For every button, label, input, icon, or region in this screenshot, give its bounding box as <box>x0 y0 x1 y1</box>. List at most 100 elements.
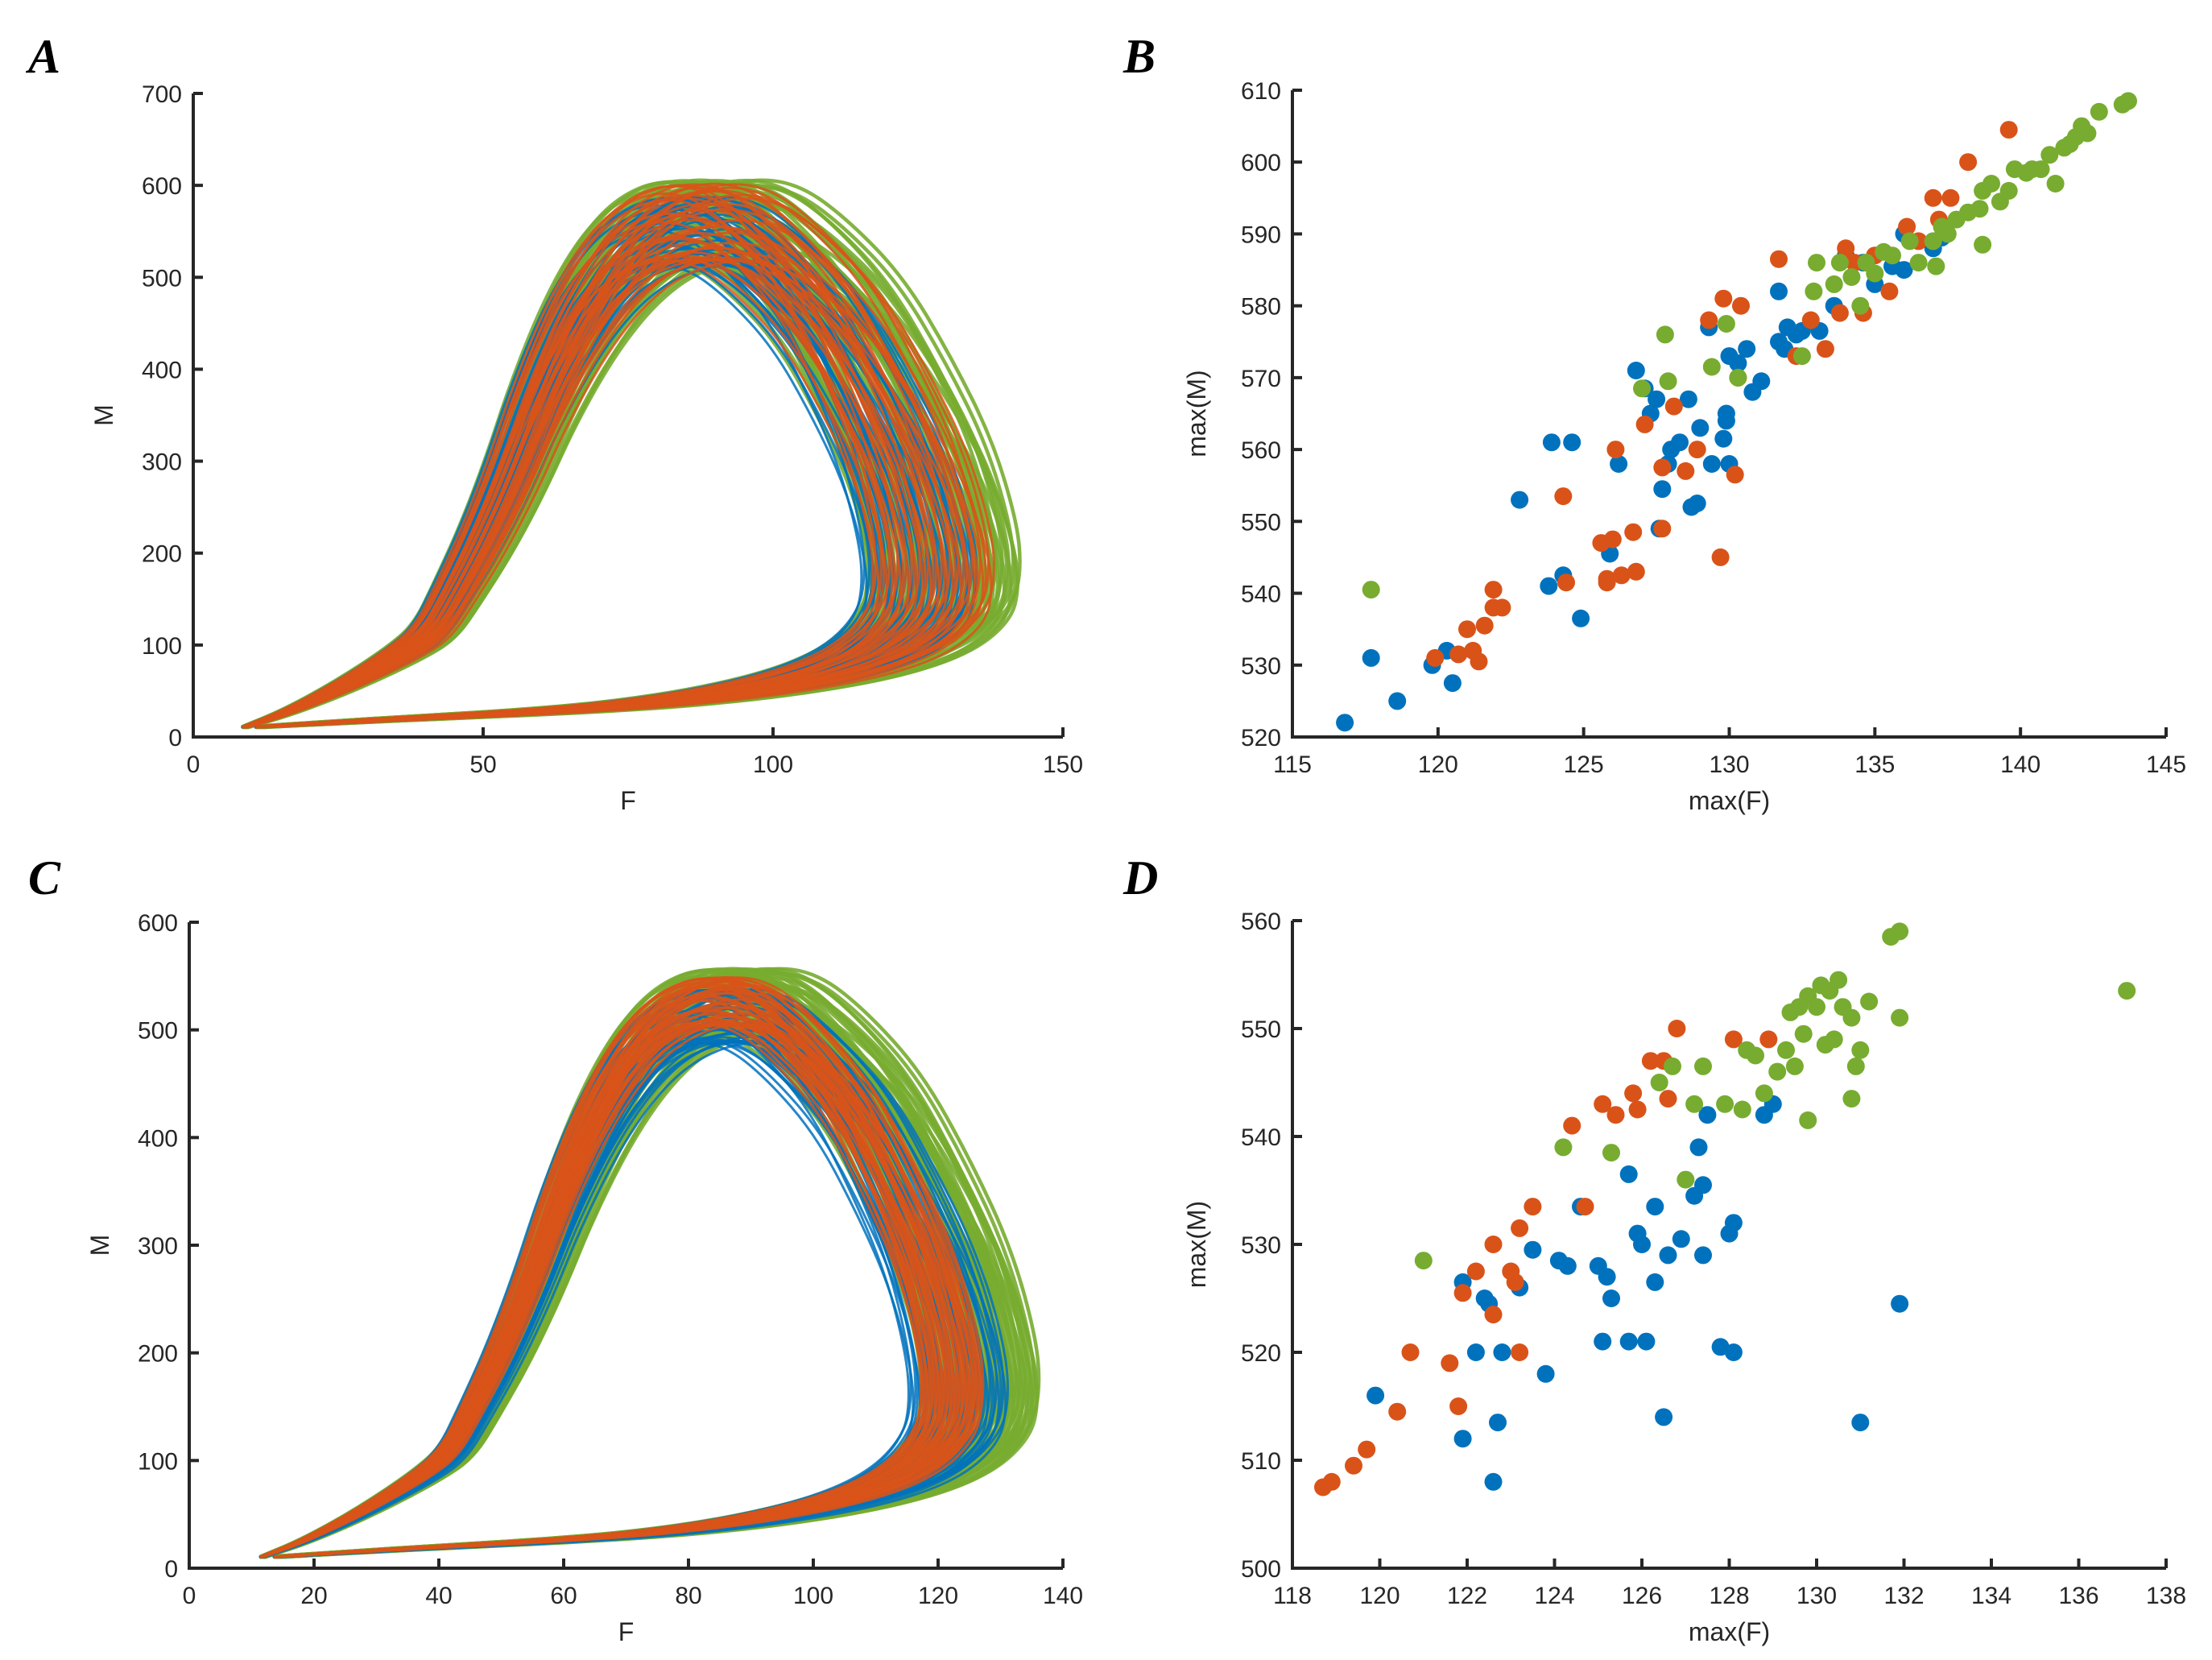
x-tick-label: 132 <box>1883 1583 1924 1609</box>
x-tick-label: 138 <box>2146 1583 2186 1609</box>
x-tick-label: 60 <box>550 1583 577 1609</box>
x-tick-label: 120 <box>1418 751 1458 778</box>
panel-letter-d: D <box>1123 851 1158 905</box>
panel-d-scatter-plot: 118 120 122 124 126 128 130 132 134 136 138 500 510 5… <box>1182 909 2186 1646</box>
scatter-point-green <box>1659 372 1677 391</box>
scatter-point-green <box>1860 992 1879 1011</box>
x-tick-label: 130 <box>1709 751 1749 778</box>
scatter-point-blue <box>1563 433 1581 452</box>
scatter-point-green <box>1785 1057 1804 1075</box>
scatter-point-blue <box>1336 714 1354 732</box>
scatter-point-orange <box>1700 311 1718 329</box>
scatter-point-green <box>1974 235 1992 254</box>
y-tick-label: 0 <box>168 725 182 751</box>
x-tick-label: 0 <box>183 1583 196 1609</box>
scatter-point-blue <box>1653 480 1672 499</box>
orbit-line-orange <box>246 259 993 729</box>
x-tick-label: 126 <box>1622 1583 1662 1609</box>
y-tick-label: 400 <box>138 1125 178 1152</box>
x-tick-label: 100 <box>753 751 793 778</box>
x-tick-label: 150 <box>1043 751 1083 778</box>
scatter-point-green <box>1650 1074 1668 1091</box>
plot-area <box>1314 922 2136 1496</box>
y-axis-label: M <box>85 1235 114 1256</box>
scatter-point-blue <box>1724 1214 1743 1232</box>
scatter-point-orange <box>1388 1402 1407 1421</box>
x-tick-label: 122 <box>1447 1583 1487 1609</box>
scatter-point-green <box>1927 257 1945 275</box>
scatter-point-green <box>1602 1144 1620 1162</box>
scatter-point-orange <box>1576 1198 1594 1216</box>
y-tick-label: 500 <box>138 1018 178 1045</box>
orbit-band-orange <box>259 975 985 1559</box>
scatter-point-blue <box>1738 340 1756 358</box>
scatter-point-green <box>1891 1008 1909 1027</box>
y-tick-label: 500 <box>1241 1556 1281 1583</box>
scatter-point-orange <box>1426 648 1445 667</box>
scatter-point-blue <box>1558 1256 1577 1275</box>
scatter-point-orange <box>1732 296 1750 315</box>
scatter-point-green <box>1747 1046 1764 1065</box>
y-tick-label: 540 <box>1241 1124 1281 1151</box>
x-axis-label: max(F) <box>1689 1617 1770 1646</box>
scatter-point-orange <box>1401 1343 1420 1361</box>
scatter-point-green <box>1883 246 1901 265</box>
scatter-point-orange <box>1726 466 1744 484</box>
x-tick-label: 134 <box>1971 1583 2011 1609</box>
scatter-point-green <box>1768 1062 1787 1081</box>
scatter-point-orange <box>1627 562 1645 581</box>
scatter-point-blue <box>1542 433 1561 452</box>
y-tick-label: 500 <box>142 265 182 292</box>
scatter-point-blue <box>1694 1246 1712 1265</box>
scatter-point-blue <box>1752 372 1771 391</box>
x-axis-label: F <box>620 786 636 815</box>
scatter-point-blue <box>1453 1430 1472 1448</box>
scatter-point-green <box>2118 982 2136 1000</box>
scatter-point-green <box>1716 1095 1734 1113</box>
scatter-point-green <box>1825 275 1843 293</box>
scatter-point-orange <box>1959 153 1978 172</box>
scatter-point-orange <box>1770 250 1788 268</box>
scatter-point-orange <box>1606 1106 1625 1124</box>
scatter-point-green <box>1924 232 1942 250</box>
orbit-line-orange <box>262 985 985 1559</box>
y-tick-label: 200 <box>138 1341 178 1368</box>
x-tick-label: 20 <box>300 1583 327 1609</box>
scatter-point-green <box>1842 1090 1861 1108</box>
scatter-point-green <box>1717 315 1735 333</box>
scatter-point-orange <box>1711 548 1730 566</box>
scatter-point-orange <box>1470 652 1488 671</box>
scatter-point-orange <box>1924 188 1942 207</box>
scatter-point-green <box>2090 102 2108 121</box>
scatter-point-orange <box>1484 581 1503 599</box>
y-tick-label: 610 <box>1241 78 1281 105</box>
scatter-point-orange <box>1830 304 1849 322</box>
scatter-point-orange <box>1358 1440 1376 1459</box>
x-tick-label: 124 <box>1534 1583 1574 1609</box>
x-tick-label: 80 <box>675 1583 701 1609</box>
scatter-point-green <box>1900 232 1919 250</box>
y-tick-label: 570 <box>1241 366 1281 392</box>
scatter-point-green <box>1999 181 2018 200</box>
scatter-series-orange <box>1426 121 2018 671</box>
y-axis-label: max(M) <box>1182 1201 1211 1288</box>
scatter-point-blue <box>1895 261 1913 279</box>
scatter-point-blue <box>1362 648 1380 667</box>
scatter-point-orange <box>1603 530 1622 549</box>
scatter-point-green <box>1808 254 1825 272</box>
scatter-point-green <box>1830 254 1849 272</box>
scatter-point-blue <box>1689 1138 1708 1157</box>
y-tick-label: 590 <box>1241 221 1281 248</box>
y-tick-label: 100 <box>138 1448 178 1475</box>
scatter-point-green <box>1851 296 1870 315</box>
scatter-point-green <box>1733 1100 1751 1119</box>
orbit-line-orange <box>262 1023 983 1559</box>
scatter-point-green <box>1685 1095 1704 1113</box>
scatter-point-blue <box>1659 1246 1677 1265</box>
scatter-point-green <box>2032 160 2050 179</box>
y-tick-label: 550 <box>1241 1016 1281 1043</box>
scatter-point-orange <box>1624 523 1643 541</box>
scatter-point-green <box>1414 1252 1433 1270</box>
scatter-point-blue <box>1366 1386 1385 1405</box>
panel-a-phase-plot: 0 50 100 150 0 100 200 300 400 500 600 700 F M <box>89 81 1083 815</box>
